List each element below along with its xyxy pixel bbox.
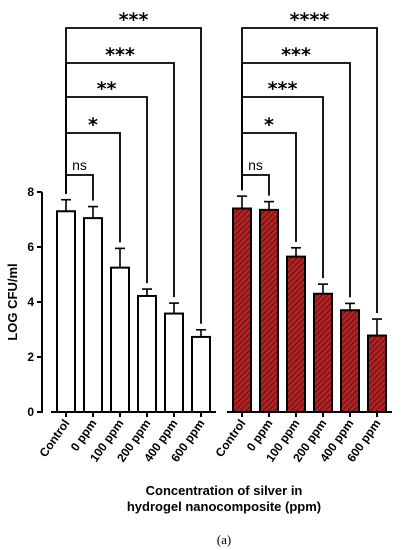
- y-tick-label: 0: [27, 405, 34, 419]
- significance-bracket: [241, 96, 324, 279]
- bars: [56, 195, 387, 414]
- x-axis-label-line-2: hydrogel nanocomposite (ppm): [127, 499, 321, 514]
- significance-label: ***: [281, 44, 311, 66]
- y-tick-label: 6: [27, 240, 34, 254]
- bar-2-600-ppm: [367, 334, 387, 413]
- significance-label: ***: [268, 78, 298, 100]
- bar-2-400-ppm: [340, 309, 360, 413]
- bar-2-0-ppm: [259, 208, 279, 413]
- significance-label: ****: [290, 9, 330, 31]
- y-axis-label: LOG CFU/ml: [5, 263, 20, 340]
- significance-label: ***: [105, 44, 135, 66]
- significance-label: ns: [248, 157, 263, 173]
- bar-1-200-ppm: [137, 294, 157, 414]
- x-tick-label: Control: [213, 417, 249, 460]
- significance-label: *: [88, 114, 98, 136]
- y-tick-label: 8: [27, 185, 34, 199]
- significance-brackets: ns*********ns***********: [65, 9, 378, 324]
- x-tick-label: Control: [37, 417, 73, 460]
- significance-label: *: [264, 114, 274, 136]
- significance-label: **: [97, 78, 117, 100]
- bar-1-100-ppm: [110, 266, 130, 413]
- significance-bracket: [241, 174, 270, 196]
- significance-bracket: [65, 96, 148, 284]
- significance-bracket: [65, 174, 94, 201]
- bar-2-200-ppm: [313, 292, 333, 413]
- bar-1-0-ppm: [83, 217, 103, 413]
- bar-2-control: [232, 207, 252, 413]
- y-tick-label: 2: [27, 350, 34, 364]
- x-axis-label-line-1: Concentration of silver in: [146, 483, 303, 498]
- significance-label: ***: [119, 9, 149, 31]
- significance-bracket: [241, 27, 378, 314]
- bar-1-600-ppm: [191, 335, 211, 413]
- significance-bracket: [65, 27, 202, 324]
- bar-2-100-ppm: [286, 255, 306, 413]
- panel-label: (a): [217, 532, 231, 547]
- bar-1-control: [56, 210, 76, 413]
- y-tick-label: 4: [27, 295, 34, 309]
- bar-1-400-ppm: [164, 312, 184, 413]
- significance-label: ns: [72, 157, 87, 173]
